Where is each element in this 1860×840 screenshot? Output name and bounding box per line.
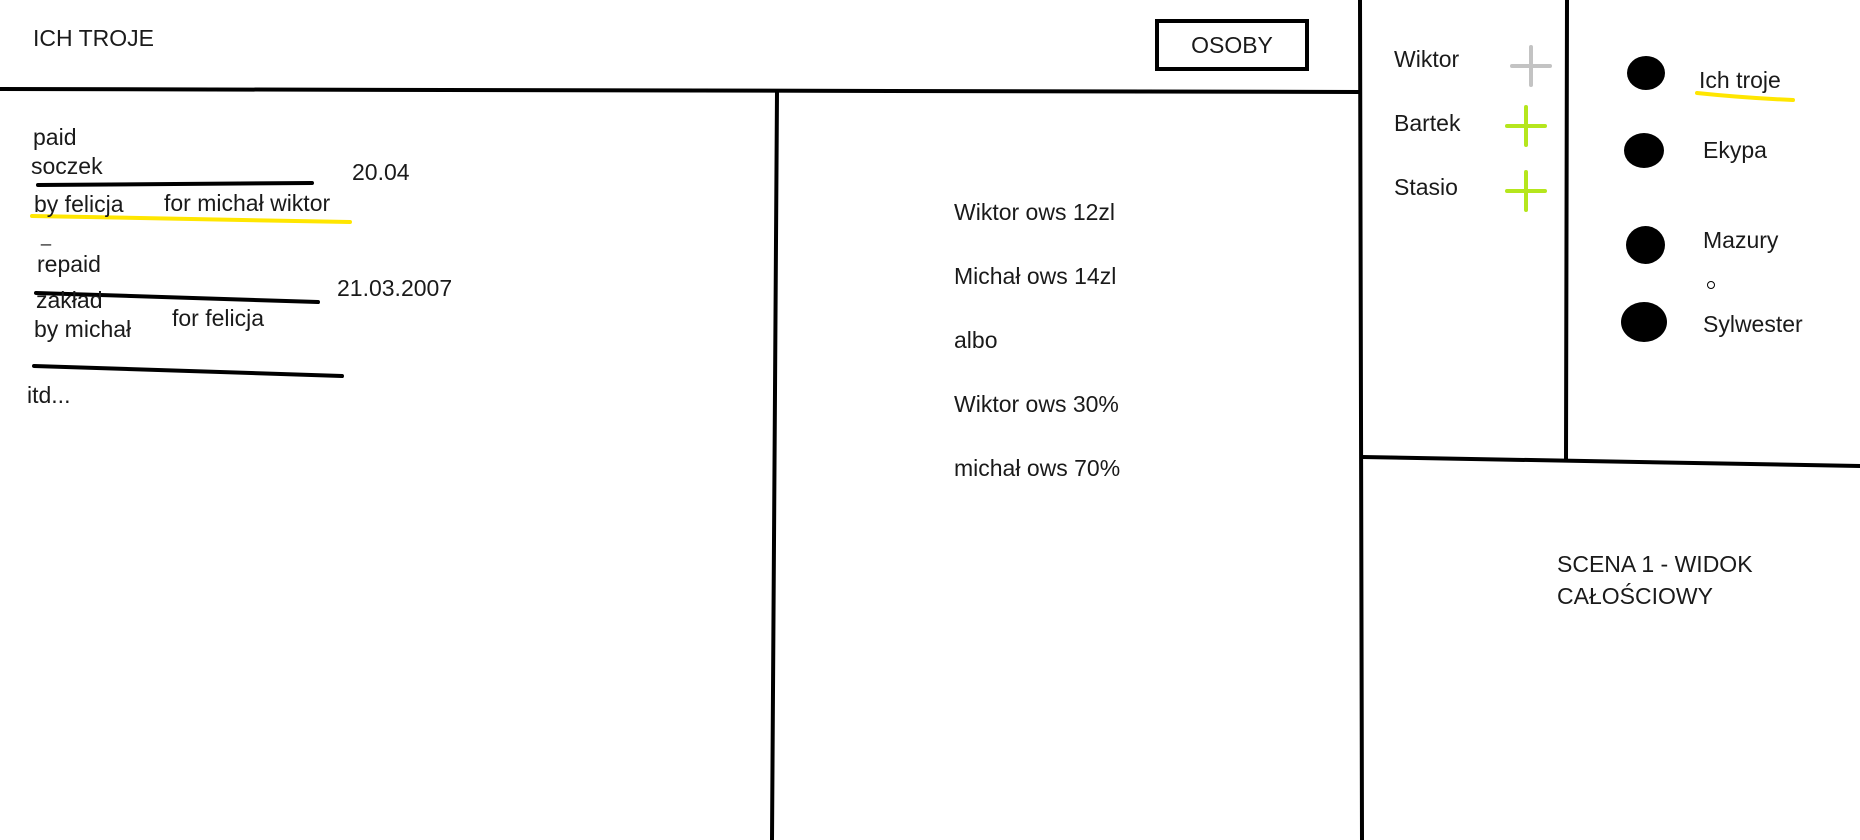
balance-line: Michał ows 14zl [954, 263, 1117, 289]
more-indicator: itd... [27, 382, 71, 408]
person-name: Wiktor [1394, 46, 1460, 72]
add-person-icon[interactable] [1510, 45, 1552, 87]
group-name[interactable]: Ekypa [1703, 137, 1767, 163]
transaction-date: 21.03.2007 [337, 275, 453, 301]
small-circle-icon [1707, 281, 1715, 289]
group-bullet-icon[interactable] [1621, 302, 1667, 342]
transaction-status: paid [33, 124, 77, 150]
group-name[interactable]: Sylwester [1703, 311, 1803, 337]
group-name[interactable]: Mazury [1703, 227, 1779, 253]
scene-label-line: SCENA 1 - WIDOK [1557, 551, 1753, 577]
transaction-beneficiaries: for michał wiktor [164, 190, 331, 216]
group-bullet-icon[interactable] [1626, 226, 1665, 264]
transaction-date: 20.04 [352, 159, 410, 185]
dash-mark: _ [41, 226, 52, 246]
add-person-icon[interactable] [1505, 105, 1547, 147]
transaction-name: zakład [36, 287, 103, 313]
balance-line: Wiktor ows 30% [954, 391, 1119, 417]
transaction-status: repaid [37, 251, 101, 277]
transaction-name: soczek [31, 153, 103, 179]
scene-label-line: CAŁOŚCIOWY [1557, 583, 1713, 609]
osoby-button[interactable]: OSOBY [1155, 19, 1309, 71]
transaction-payer: by felicja [34, 191, 124, 217]
group-bullet-icon[interactable] [1627, 56, 1665, 90]
balance-line: albo [954, 327, 998, 353]
transaction-beneficiaries: for felicja [172, 305, 265, 331]
balance-line: michał ows 70% [954, 455, 1121, 481]
group-name-active[interactable]: Ich troje [1699, 67, 1781, 93]
app-title: ICH TROJE [33, 25, 154, 51]
transaction-payer: by michał [34, 316, 132, 342]
balance-line: Wiktor ows 12zl [954, 199, 1116, 225]
person-name: Bartek [1394, 110, 1461, 136]
person-name: Stasio [1394, 174, 1458, 200]
group-bullet-icon[interactable] [1624, 133, 1664, 168]
add-person-icon[interactable] [1505, 170, 1547, 212]
